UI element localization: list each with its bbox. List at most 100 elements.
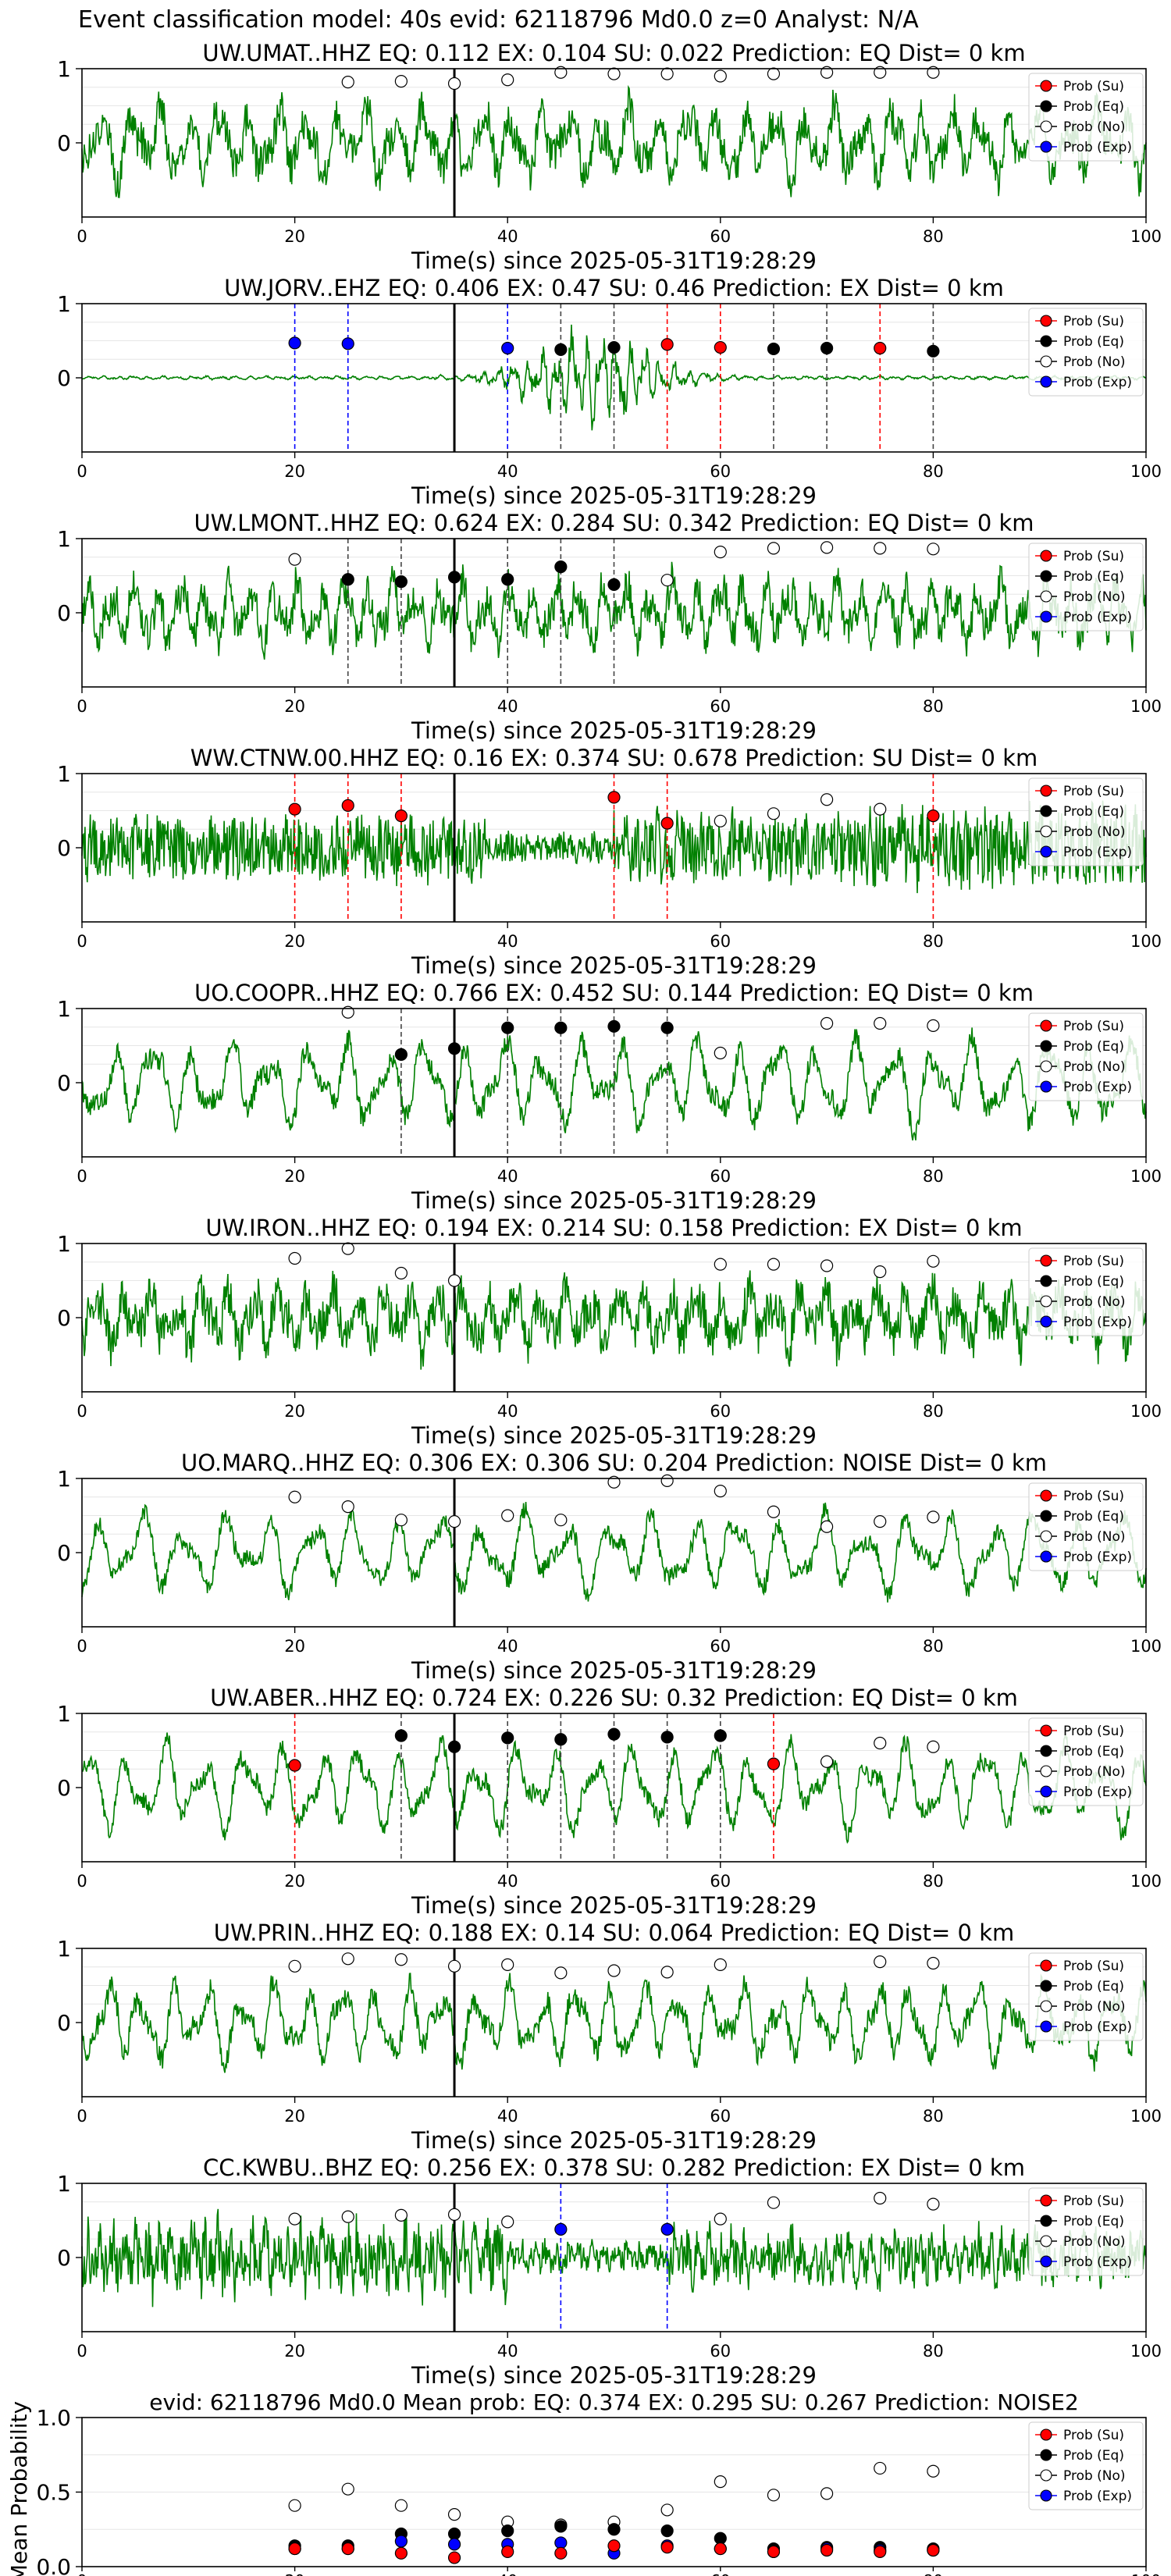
legend-label: Prob (Exp) (1063, 1784, 1132, 1800)
legend-label: Prob (Su) (1063, 314, 1124, 329)
mean-prob-marker-su (874, 2545, 887, 2558)
subplot-title: UW.UMAT..HHZ EQ: 0.112 EX: 0.104 SU: 0.0… (202, 40, 1025, 66)
x-tick-label: 20 (284, 1167, 305, 1186)
x-axis-label: Time(s) since 2025-05-31T19:28:29 (411, 717, 817, 744)
x-tick-label: 0 (77, 2342, 87, 2361)
mean-prob-marker-su (501, 2545, 514, 2558)
prob-marker-no (607, 1964, 621, 1977)
mean-prob-marker-exp (554, 2536, 568, 2549)
waveform-trace (81, 1270, 1147, 1370)
legend-box (1028, 308, 1144, 397)
x-tick-label: 20 (284, 227, 305, 246)
legend-box (1028, 2421, 1144, 2510)
legend-marker-su (1040, 1724, 1052, 1737)
mean-prob-marker-no (714, 2475, 727, 2489)
axes-frame (81, 1243, 1147, 1393)
legend-marker-exp (1040, 375, 1052, 388)
x-tick-label: 100 (1130, 2107, 1162, 2126)
prob-marker-eq (660, 1731, 674, 1744)
legend-label: Prob (Exp) (1063, 610, 1132, 625)
legend-marker-eq (1040, 1980, 1052, 1992)
legend-label: Prob (Exp) (1063, 1080, 1132, 1095)
legend-label: Prob (Exp) (1063, 1315, 1132, 1330)
x-axis-label: Time(s) since 2025-05-31T19:28:29 (411, 2127, 817, 2154)
prob-marker-su (714, 340, 727, 354)
subplot-title: CC.KWBU..BHZ EQ: 0.256 EX: 0.378 SU: 0.2… (203, 2154, 1025, 2181)
legend-marker-eq (1040, 805, 1052, 817)
subplot-title: WW.CTNW.00.HHZ EQ: 0.16 EX: 0.374 SU: 0.… (190, 745, 1038, 771)
x-tick-label: 60 (710, 932, 731, 951)
legend-marker-su (1040, 785, 1052, 797)
mean-prob-marker-exp (394, 2535, 408, 2548)
prob-marker-eq (394, 1048, 408, 1062)
legend-box (1028, 1482, 1144, 1571)
legend-label: Prob (Eq) (1063, 1039, 1124, 1055)
prob-marker-no (874, 1265, 887, 1279)
x-tick-label: 80 (923, 1402, 944, 1421)
legend-box (1028, 777, 1144, 866)
mean-prob-marker-eq (714, 2532, 727, 2545)
prob-marker-no (501, 73, 514, 87)
legend-marker-su (1040, 1959, 1052, 1972)
legend-label: Prob (No) (1063, 1059, 1126, 1075)
legend-box (1028, 1717, 1144, 1806)
mean-prob-marker-su (820, 2543, 834, 2557)
x-tick-label: 100 (1130, 1637, 1162, 1656)
prob-marker-no (288, 1490, 301, 1503)
prob-marker-no (394, 1953, 408, 1966)
prob-marker-no (820, 66, 834, 79)
y-tick-label: 1 (57, 291, 71, 317)
x-tick-label: 20 (284, 2107, 305, 2126)
x-tick-label: 60 (710, 1402, 731, 1421)
legend: Prob (Su) Prob (Eq) Prob (No) Prob (Exp) (1028, 1952, 1144, 2041)
subplot-title: UW.IRON..HHZ EQ: 0.194 EX: 0.214 SU: 0.1… (205, 1215, 1022, 1241)
legend-marker-su (1040, 2194, 1052, 2207)
legend-label: Prob (No) (1063, 1999, 1126, 2015)
prob-marker-su (394, 809, 408, 823)
legend-label: Prob (Su) (1063, 1254, 1124, 1269)
legend-marker-no (1040, 1295, 1052, 1308)
y-tick-label: 1 (57, 2171, 71, 2197)
y-tick-label: 0.0 (36, 2554, 71, 2576)
mean-prob-marker-su (767, 2545, 781, 2558)
legend-marker-exp (1040, 1315, 1052, 1328)
prob-marker-exp (660, 2222, 674, 2236)
legend-label: Prob (No) (1063, 119, 1126, 135)
legend-marker-exp (1040, 2489, 1052, 2502)
legend-marker-eq (1040, 335, 1052, 347)
prob-marker-eq (554, 560, 568, 574)
prob-marker-no (607, 1475, 621, 1489)
legend-label: Prob (Su) (1063, 1724, 1124, 1739)
prob-marker-no (714, 69, 727, 83)
legend-label: Prob (No) (1063, 1529, 1126, 1545)
legend-marker-exp (1040, 845, 1052, 858)
subplot-title: UO.COOPR..HHZ EQ: 0.766 EX: 0.452 SU: 0.… (194, 980, 1034, 1006)
y-tick-label: 0 (57, 835, 71, 861)
x-tick-label: 60 (710, 2342, 731, 2361)
legend-marker-no (1040, 2000, 1052, 2012)
legend-marker-su (1040, 1489, 1052, 1502)
x-tick-label: 40 (497, 1872, 518, 1891)
prob-marker-no (714, 2212, 727, 2226)
waveform-trace (81, 1501, 1147, 1603)
legend-box (1028, 2187, 1144, 2276)
prob-marker-no (874, 66, 887, 79)
x-tick-label: 0 (77, 1872, 87, 1891)
legend-marker-no (1040, 1060, 1052, 1073)
legend-marker-no (1040, 120, 1052, 133)
prob-marker-no (874, 1736, 887, 1750)
y-tick-label: 1 (57, 1936, 71, 1962)
prob-marker-no (607, 67, 621, 80)
legend-label: Prob (No) (1063, 1294, 1126, 1310)
legend-marker-no (1040, 825, 1052, 838)
legend: Prob (Su) Prob (Eq) Prob (No) Prob (Exp) (1028, 777, 1144, 866)
x-tick-label: 80 (923, 2107, 944, 2126)
legend-marker-exp (1040, 1080, 1052, 1093)
legend-label: Prob (Su) (1063, 1019, 1124, 1034)
prob-marker-su (927, 809, 940, 823)
legend-marker-exp (1040, 141, 1052, 153)
legend: Prob (Su) Prob (Eq) Prob (No) Prob (Exp) (1028, 2187, 1144, 2276)
x-tick-label: 0 (77, 462, 87, 481)
x-tick-label: 20 (284, 2342, 305, 2361)
legend: Prob (Su) Prob (Eq) Prob (No) Prob (Exp) (1028, 543, 1144, 632)
